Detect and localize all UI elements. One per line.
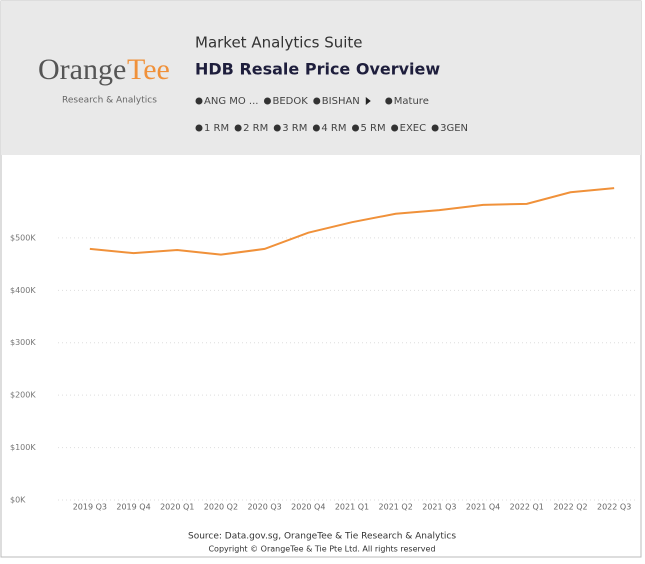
filter-item[interactable]: BEDOK <box>272 96 308 107</box>
filter-dot <box>312 124 320 132</box>
x-tick-label: 2022 Q3 <box>597 503 631 512</box>
filter-dot <box>263 97 271 105</box>
y-tick-label: $0K <box>10 496 26 505</box>
x-tick-label: 2020 Q3 <box>247 503 281 512</box>
x-tick-label: 2020 Q1 <box>160 503 194 512</box>
filter-item[interactable]: 2 RM <box>243 123 268 134</box>
y-tick-label: $100K <box>10 443 36 452</box>
logo-second: Tee <box>127 53 170 86</box>
x-tick-label: 2022 Q1 <box>510 503 544 512</box>
filter-item[interactable]: 3 RM <box>282 123 307 134</box>
filter-dot <box>195 124 203 132</box>
x-tick-label: 2020 Q2 <box>204 503 238 512</box>
filter-item[interactable]: 4 RM <box>321 123 346 134</box>
filter-item[interactable]: Mature <box>394 96 429 107</box>
filter-dot <box>273 124 281 132</box>
filter-dot <box>313 97 321 105</box>
y-tick-label: $500K <box>10 233 36 242</box>
footer-copyright: Copyright © OrangeTee & Tie Pte Ltd. All… <box>208 545 435 554</box>
x-tick-label: 2019 Q4 <box>116 503 150 512</box>
logo-tagline: Research & Analytics <box>62 96 157 106</box>
header-band <box>1 1 641 155</box>
page-title: HDB Resale Price Overview <box>195 60 440 79</box>
logo-first: Orange <box>38 53 126 86</box>
x-tick-label: 2022 Q2 <box>553 503 587 512</box>
x-tick-label: 2019 Q3 <box>73 503 107 512</box>
filter-dot <box>195 97 203 105</box>
filter-dot <box>391 124 399 132</box>
filter-item[interactable]: ANG MO ... <box>204 96 258 107</box>
filter-dot <box>385 97 393 105</box>
filter-dot <box>352 124 359 132</box>
filter-dot <box>234 124 242 132</box>
filter-item[interactable]: 1 RM <box>204 123 229 134</box>
y-tick-label: $400K <box>10 286 36 295</box>
price-line <box>89 187 615 256</box>
footer-source: Source: Data.gov.sg, OrangeTee & Tie Res… <box>188 532 456 542</box>
x-tick-label: 2021 Q1 <box>335 503 369 512</box>
y-tick-label: $300K <box>10 338 36 347</box>
filter-item[interactable]: BISHAN <box>322 96 360 107</box>
filter-item[interactable]: 3GEN <box>440 123 468 134</box>
y-tick-label: $200K <box>10 391 36 400</box>
filter-item[interactable]: EXEC <box>400 123 426 134</box>
scroll-arrow[interactable] <box>365 97 371 105</box>
filter-dot <box>431 124 439 132</box>
x-tick-label: 2021 Q4 <box>466 503 500 512</box>
x-tick-label: 2020 Q4 <box>291 503 325 512</box>
x-tick-label: 2021 Q3 <box>422 503 456 512</box>
suite-name: Market Analytics Suite <box>195 34 363 52</box>
filter-item[interactable]: 5 RM <box>361 123 386 134</box>
x-tick-label: 2021 Q2 <box>379 503 413 512</box>
